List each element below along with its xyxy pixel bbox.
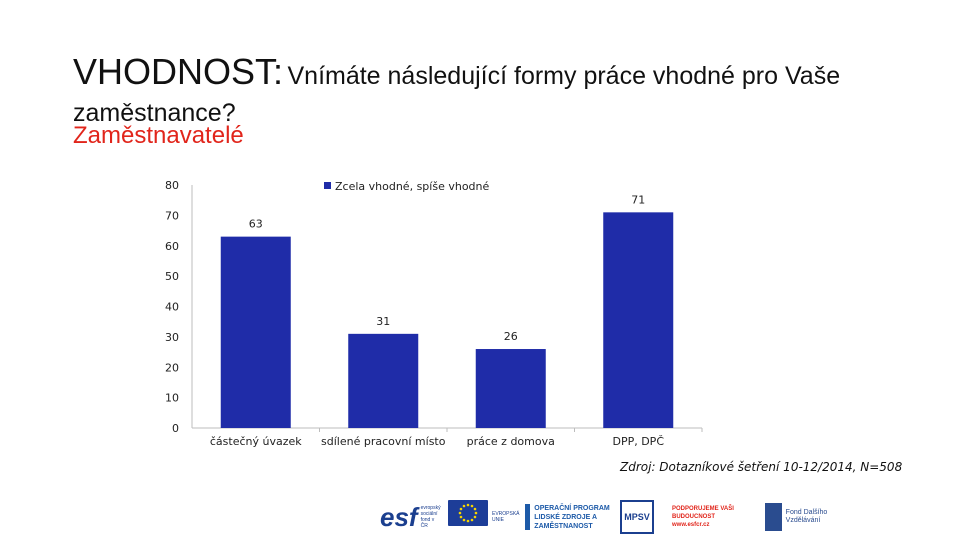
op-logo: OPERAČNÍ PROGRAM LIDSKÉ ZDROJE A ZAMĚSTN…: [525, 500, 610, 534]
bar: [603, 212, 674, 428]
title-main: VHODNOST:: [73, 51, 284, 92]
esf-logo-subtext: evropský sociální fond v ČR: [420, 505, 441, 529]
legend-swatch: [324, 182, 331, 189]
legend-label: Zcela vhodné, spíše vhodné: [335, 180, 490, 193]
y-tick-label: 30: [165, 331, 179, 344]
title-rest: Vnímáte následující formy práce vhodné p…: [73, 62, 841, 127]
fdv-logo: Fond Dalšího Vzdělávání: [765, 500, 840, 534]
esf-logo: esf evropský sociální fond v ČR: [380, 500, 442, 534]
data-label: 31: [376, 315, 390, 328]
data-label: 63: [249, 218, 263, 231]
op-logo-icon: [525, 504, 531, 530]
eu-logo-text: EVROPSKÁ UNIE: [492, 511, 520, 523]
source-note: Zdroj: Dotazníkové šetření 10-12/2014, N…: [620, 460, 903, 474]
data-label: 26: [504, 330, 518, 343]
fdv-logo-text: Fond Dalšího Vzdělávání: [785, 509, 828, 524]
esf-logo-text: esf: [380, 501, 418, 532]
y-tick-label: 60: [165, 240, 179, 253]
fdv-logo-icon: [765, 503, 782, 531]
data-label: 71: [631, 193, 645, 206]
bar: [348, 333, 419, 428]
podporujeme-logo: PODPORUJEME VAŠI BUDOUCNOST www.esfcr.cz: [672, 506, 734, 528]
y-tick-label: 50: [165, 270, 179, 283]
bar: [220, 236, 291, 428]
y-tick-label: 80: [165, 179, 179, 192]
y-tick-label: 70: [165, 209, 179, 222]
y-tick-label: 20: [165, 361, 179, 374]
slide-subtitle: Zaměstnavatelé: [73, 122, 244, 149]
mpsv-logo: MPSV: [620, 500, 654, 534]
x-tick-label: DPP, DPČ: [612, 435, 664, 448]
eu-flag-icon: [448, 500, 488, 526]
x-tick-label: práce z domova: [467, 435, 555, 448]
x-tick-label: sdílené pracovní místo: [321, 435, 446, 448]
op-logo-text: OPERAČNÍ PROGRAM LIDSKÉ ZDROJE A ZAMĚSTN…: [534, 504, 610, 530]
y-tick-label: 40: [165, 301, 179, 314]
y-tick-label: 10: [165, 392, 179, 405]
logo-strip: esf evropský sociální fond v ČR EVROPSKÁ…: [380, 500, 840, 538]
y-tick-label: 0: [172, 422, 179, 435]
slide-title: VHODNOST: Vnímáte následující formy prác…: [73, 48, 933, 130]
bar: [475, 349, 546, 428]
x-tick-label: částečný úvazek: [210, 435, 302, 448]
